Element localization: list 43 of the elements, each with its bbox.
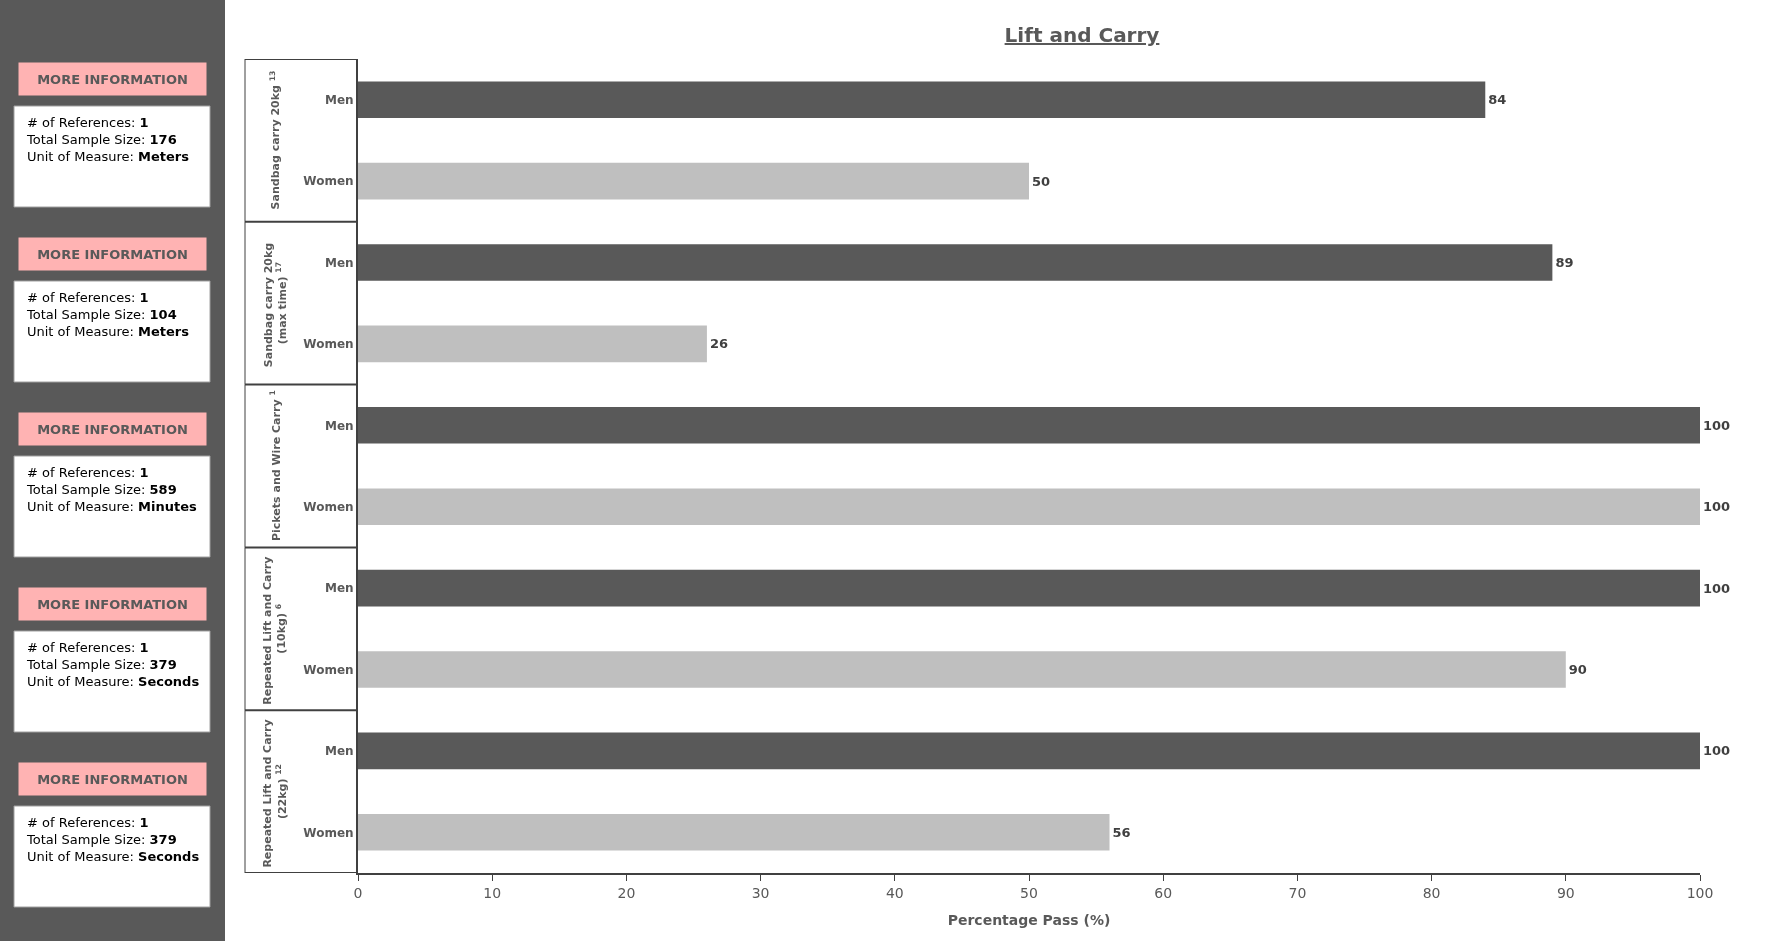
text: MORE INFORMATION [37, 71, 188, 87]
data-label: 89 [1555, 255, 1574, 271]
y-tick-label: Men [324, 255, 354, 270]
data-label: 100 [1703, 499, 1731, 515]
x-tick-label: 30 [751, 884, 770, 901]
data-label: 26 [709, 336, 729, 352]
text: # of References: 1 Total Sample Size: 104 Unit of Measure: Meters [27, 290, 189, 339]
y-tick-label: Men [324, 581, 354, 596]
x-tick-label: 50 [1020, 884, 1038, 901]
x-tick-label: 60 [1154, 884, 1173, 901]
y-tick-label: Women [303, 174, 354, 189]
x-axis-title: Percentage Pass (%) [947, 911, 1111, 928]
y-tick-label: Men [324, 744, 354, 759]
x-tick-label: 100 [1686, 884, 1714, 901]
x-tick-label: 40 [885, 884, 904, 901]
y-tick-label: Women [303, 662, 354, 677]
y-tick-label: Men [324, 418, 354, 433]
y-tick-label: Women [303, 337, 354, 352]
text: MORE INFORMATION [37, 421, 188, 437]
x-tick-label: 0 [353, 884, 363, 901]
text: # of References: 1 Total Sample Size: 589 Unit of Measure: Minutes [27, 465, 197, 514]
data-label: 84 [1488, 92, 1507, 108]
x-tick-label: 80 [1422, 884, 1441, 901]
x-tick-label: 90 [1556, 884, 1575, 901]
x-tick-label: 10 [483, 884, 502, 901]
text: MORE INFORMATION [37, 246, 188, 262]
text: # of References: 1 Total Sample Size: 176 Unit of Measure: Meters [27, 115, 189, 164]
data-label: 100 [1703, 417, 1731, 433]
data-label: 50 [1032, 173, 1051, 189]
x-tick-label: 70 [1288, 884, 1307, 901]
text: MORE INFORMATION [37, 771, 188, 787]
data-label: 56 [1112, 824, 1131, 840]
x-tick-label: 20 [617, 884, 636, 901]
text: MORE INFORMATION [37, 596, 188, 612]
y-tick-label: Women [303, 499, 354, 514]
chart-title: Lift and Carry [1004, 23, 1160, 47]
y-tick-label: Women [303, 825, 354, 840]
text: # of References: 1 Total Sample Size: 379 Unit of Measure: Seconds [27, 815, 200, 864]
data-label: 100 [1703, 580, 1731, 596]
data-label: 90 [1568, 662, 1587, 678]
data-label: 100 [1703, 743, 1731, 759]
text: # of References: 1 Total Sample Size: 379 Unit of Measure: Seconds [27, 640, 200, 689]
y-tick-label: Men [324, 92, 354, 107]
